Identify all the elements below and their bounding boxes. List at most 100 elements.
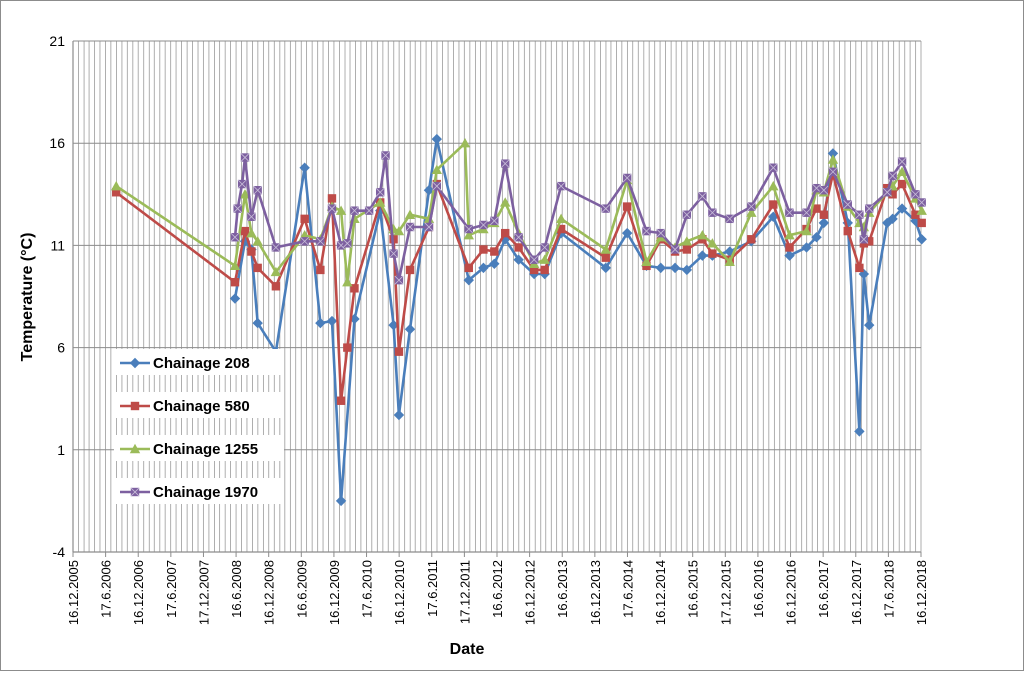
data-point-chainage-1970	[707, 208, 717, 218]
data-point-chainage-580	[819, 210, 829, 219]
data-point-chainage-580	[843, 226, 852, 236]
data-point-chainage-580	[464, 263, 473, 273]
data-point-chainage-1970	[381, 150, 391, 160]
data-point-chainage-1255	[500, 197, 511, 207]
data-point-chainage-580	[247, 247, 256, 256]
data-point-chainage-1255	[111, 180, 122, 191]
data-point-chainage-580	[540, 265, 549, 275]
data-point-chainage-1970	[828, 167, 838, 177]
x-tick-label: 17.6.2014	[620, 560, 635, 618]
data-point-chainage-208	[393, 409, 405, 421]
series-line-chainage-1255	[115, 141, 923, 284]
series-layer	[111, 133, 927, 507]
gridlines	[72, 40, 922, 553]
data-point-chainage-1970	[514, 232, 524, 242]
data-point-chainage-208	[784, 250, 795, 261]
data-point-chainage-1970	[819, 185, 829, 195]
data-point-chainage-208	[896, 203, 908, 214]
data-point-chainage-580	[300, 214, 309, 224]
data-point-chainage-1255	[697, 229, 708, 240]
x-tick-label: 16.12.2008	[262, 560, 277, 625]
y-tick-label: 1	[57, 442, 65, 458]
data-point-chainage-1970	[233, 204, 243, 214]
data-point-chainage-580	[911, 210, 920, 219]
data-point-chainage-1970	[478, 220, 488, 230]
data-point-chainage-1970	[253, 185, 263, 195]
data-point-chainage-1970	[271, 242, 281, 252]
data-point-chainage-1255	[539, 254, 550, 264]
data-point-chainage-1970	[300, 236, 310, 246]
data-point-chainage-208	[252, 317, 263, 329]
data-point-chainage-1970	[389, 249, 399, 259]
data-point-chainage-580	[336, 396, 346, 405]
data-point-chainage-1970	[432, 181, 442, 191]
data-point-chainage-1255	[768, 180, 779, 191]
data-point-chainage-208	[600, 262, 611, 274]
data-point-chainage-1970	[529, 255, 539, 265]
data-point-chainage-1970	[405, 222, 415, 232]
y-tick-label: 11	[50, 237, 65, 253]
data-point-chainage-208	[697, 250, 708, 261]
x-tick-label: 17.6.2011	[425, 560, 440, 617]
data-point-chainage-208	[404, 324, 416, 335]
legend-marker-chainage-1255	[129, 443, 141, 454]
data-point-chainage-1255	[270, 266, 282, 277]
x-tick-label: 16.6.2009	[294, 560, 309, 618]
data-point-chainage-1255	[463, 229, 474, 240]
data-point-chainage-1970	[768, 163, 778, 173]
data-point-chainage-1255	[916, 205, 927, 215]
data-point-chainage-208	[864, 319, 875, 331]
data-point-chainage-1255	[239, 189, 251, 199]
data-point-chainage-208	[423, 185, 435, 196]
x-axis-title: Date	[450, 641, 485, 658]
data-point-chainage-1970	[864, 204, 874, 214]
x-tick-label: 17.6.2007	[164, 560, 179, 618]
data-point-chainage-1255	[555, 213, 567, 224]
data-point-chainage-1970	[843, 200, 853, 210]
y-axis-title: Temperature (°C)	[19, 233, 36, 362]
data-point-chainage-1255	[600, 244, 611, 254]
data-point-chainage-580	[253, 263, 262, 273]
data-point-chainage-208	[681, 264, 693, 276]
x-tick-label: 17.12.2007	[196, 560, 211, 625]
legend-marker-chainage-208	[129, 357, 141, 369]
legend: Chainage 208 Chainage 580 Chainage 1255 Cha…	[114, 349, 284, 504]
data-point-chainage-1970	[540, 242, 550, 252]
data-point-chainage-1970	[854, 210, 864, 220]
y-tick-label: 16	[49, 135, 65, 151]
legend-label-chainage-208: Chainage 208	[153, 355, 250, 372]
data-point-chainage-580	[556, 224, 566, 234]
data-point-chainage-580	[230, 277, 240, 287]
data-point-chainage-580	[271, 282, 281, 291]
data-point-chainage-1970	[882, 187, 892, 197]
data-point-chainage-580	[769, 200, 778, 209]
data-point-chainage-580	[855, 263, 864, 273]
x-tick-label: 16.6.2008	[229, 560, 244, 618]
x-tick-label: 17.6.2010	[360, 560, 375, 618]
data-point-chainage-1970	[725, 214, 735, 224]
data-point-chainage-208	[669, 262, 681, 274]
data-point-chainage-1970	[656, 228, 666, 238]
legend-marker-chainage-1970	[130, 487, 140, 497]
data-point-chainage-1255	[229, 260, 241, 271]
x-tick-label: 16.12.2006	[131, 560, 146, 625]
data-point-chainage-580	[601, 253, 610, 262]
data-point-chainage-580	[529, 265, 539, 275]
data-point-chainage-208	[478, 262, 489, 274]
data-point-chainage-208	[818, 217, 830, 229]
data-point-chainage-1970	[424, 222, 434, 232]
x-tick-label: 17.12.2011	[457, 560, 472, 624]
data-point-chainage-580	[327, 194, 337, 203]
data-point-chainage-1255	[299, 229, 310, 240]
data-point-chainage-1970	[746, 202, 756, 212]
data-point-chainage-1255	[887, 180, 898, 191]
tick-labels: 21 16 11 6 1 -416.12.2005 17.6.2006 16.12.2006 1…	[49, 33, 929, 625]
data-point-chainage-580	[240, 226, 250, 236]
axes	[72, 41, 922, 557]
data-point-chainage-580	[917, 218, 926, 228]
data-point-chainage-1255	[252, 236, 263, 246]
data-point-chainage-208	[827, 148, 839, 159]
x-tick-label: 16.6.2017	[816, 560, 831, 618]
x-tick-label: 16.6.2015	[686, 560, 701, 618]
